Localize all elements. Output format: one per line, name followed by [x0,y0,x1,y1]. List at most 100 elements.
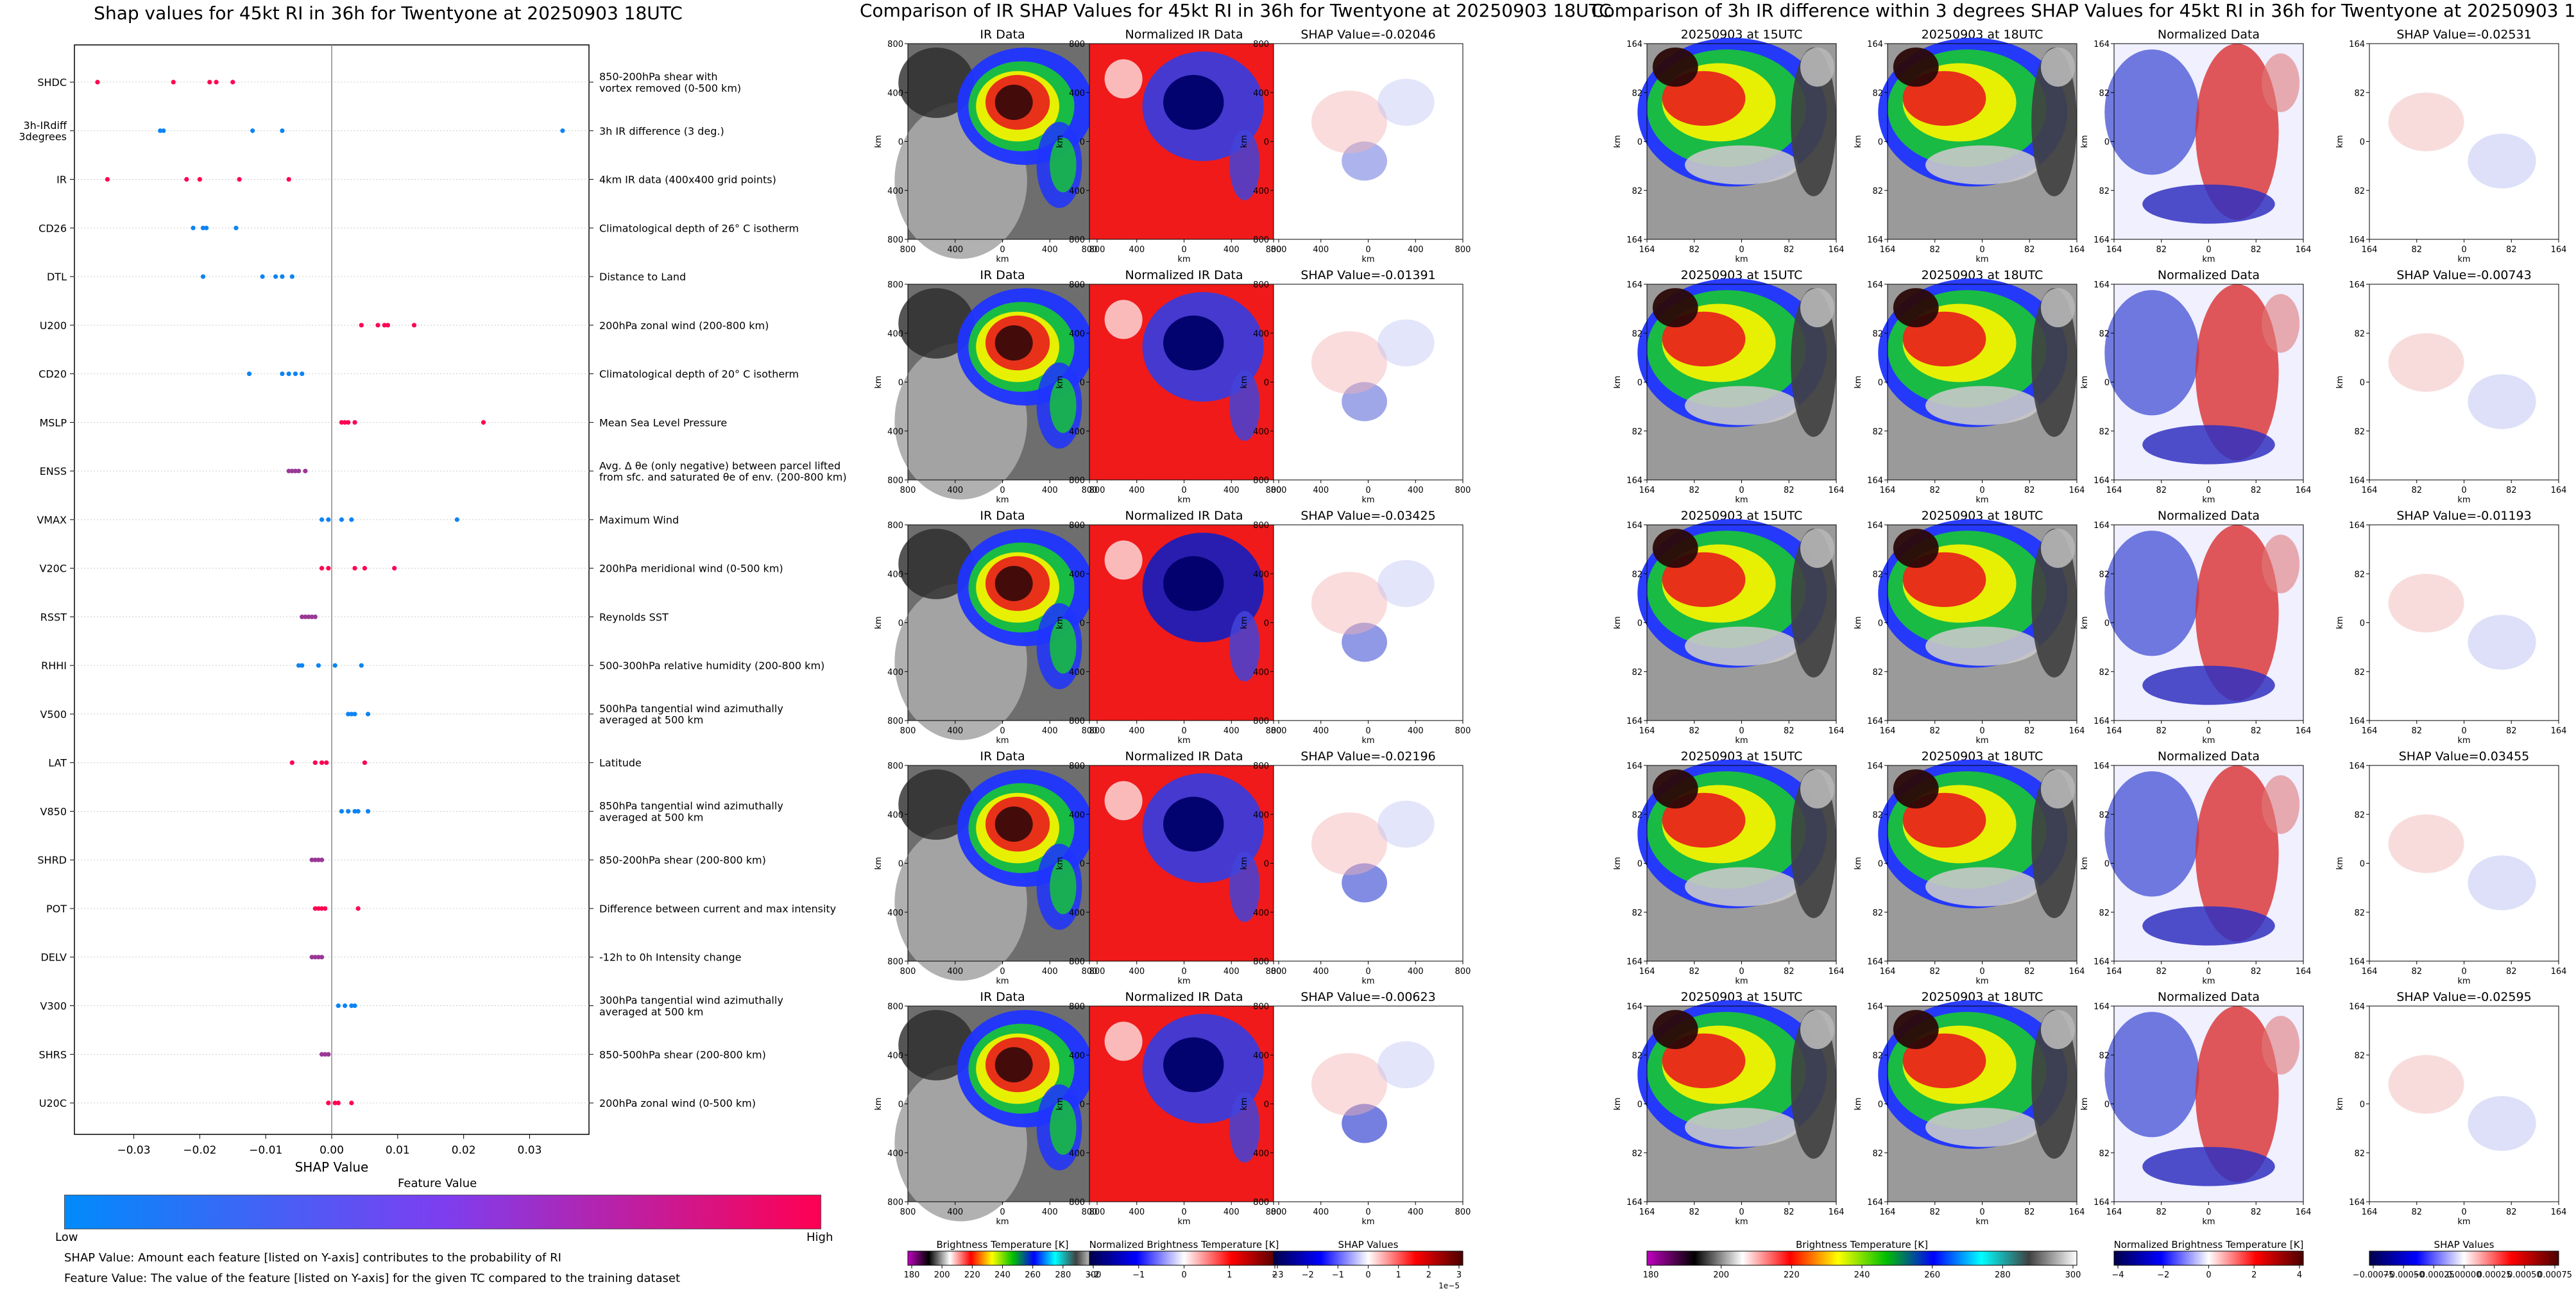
y-tick-label: 82 [2099,89,2110,98]
subplot-title: 20250903 at 15UTC [1681,749,1803,764]
shap-point [280,128,285,133]
field-blob [1791,529,1836,678]
shap-point [214,80,219,85]
y-tick-label: 164 [2094,521,2110,531]
shap-point [336,1100,341,1105]
subplot-title: Normalized IR Data [1125,509,1243,523]
y-tick-label: 164 [1867,40,1883,49]
x-tick-label: 800 [900,967,916,977]
field-blob [1378,319,1435,367]
y-tick-label: 400 [1069,668,1085,678]
field-blob [2031,1010,2077,1159]
y-axis-label: km [1240,857,1249,869]
shap-point [323,1052,328,1057]
x-tick-label: 164 [2069,486,2085,495]
x-tick-label: 400 [1224,486,1240,495]
y-tick-label: 400 [1253,909,1269,918]
feature-description: 500hPa tangential wind azimuthally averag… [599,703,783,726]
strong-negative-region [1163,315,1224,371]
ir-panel-title: Comparison of IR SHAP Values for 45kt RI… [860,0,1612,21]
colorbar-tick-label: 2 [1426,1270,1431,1280]
shap-point [326,517,331,522]
colorbar-tick-label: 0.00000 [2447,1270,2482,1280]
y-tick-label: 82 [2099,329,2110,339]
x-tick-label: 164 [2296,1208,2312,1217]
x-tick-label: 164 [1639,726,1655,736]
shap-value-title: SHAP Value=-0.00743 [2396,268,2531,282]
ir-shap-colorbar [1273,1251,1463,1266]
field-blob [1791,288,1836,437]
x-tick-label: 82 [1689,1208,1700,1217]
x-tick-label: 800 [1271,1208,1287,1217]
field-blob [1050,859,1077,914]
x-tick-label: 800 [1089,1208,1105,1217]
y-axis-label: km [1613,375,1623,388]
y-tick-label: 0 [1637,619,1642,629]
field-blob [1800,529,1835,568]
y-tick-label: 800 [887,521,903,531]
ir-brightness-colorbar-label: Brightness Temperature [K] [937,1239,1069,1251]
feature-description: Reynolds SST [599,611,669,623]
y-tick-label: 164 [2349,762,2365,771]
x-tick-label: 164 [2296,486,2312,495]
y-tick-label: 164 [1867,762,1883,771]
x-tick-label: 0 [1979,967,1984,977]
y-tick-label: 400 [887,329,903,339]
colorbar-tick-label: 1 [1396,1270,1401,1280]
field-blob [1685,626,1798,666]
x-tick-label: 400 [1224,1208,1240,1217]
subplot-title: Normalized IR Data [1125,749,1243,764]
x-tick-label: 164 [1639,486,1655,495]
y-tick-label: 82 [1632,427,1642,437]
x-tick-label: 82 [2411,1208,2422,1217]
shap-point [200,225,206,230]
ir-brightness-colorbar [907,1251,1098,1266]
cold-cloud-core [994,325,1033,361]
y-tick-label: 0 [2360,138,2365,148]
field-blob [1229,1092,1260,1163]
y-tick-label: 164 [2094,1198,2110,1208]
shap-background [1274,765,1463,961]
x-tick-label: 800 [1455,726,1471,736]
shap-point [296,663,302,668]
y-tick-label: 400 [887,570,903,579]
field-blob [1685,1107,1798,1147]
colorbar-tick-label: 0 [1365,1270,1370,1280]
y-tick-label: 0 [2360,619,2365,629]
x-tick-label: 400 [1408,245,1424,255]
y-tick-label: 164 [1626,280,1642,290]
x-tick-label: 800 [1271,726,1287,736]
x-tick-label: 164 [1639,245,1655,255]
x-tick-label: 82 [2024,1208,2035,1217]
x-tick-label: 164 [1639,967,1655,977]
shap-point [326,1052,331,1057]
colorbar-title: Feature Value [398,1177,477,1190]
x-tick-label: 800 [1082,486,1098,495]
feature-description: 850-200hPa shear (200-800 km) [599,854,766,866]
x-axis-label: km [1735,495,1748,505]
x-tick-label: 164 [1829,245,1845,255]
colorbar-low-label: Low [55,1231,78,1244]
y-tick-label: 82 [1872,427,1883,437]
x-tick-label: 82 [1929,245,1940,255]
x-tick-label: 82 [2156,726,2167,736]
field-blob [1050,378,1077,433]
x-tick-label: 164 [2106,245,2122,255]
irdiff-image-grid: 20250903 at 15UTC 164 82 0 82 164 164 82 0 82 164 k… [1613,28,2572,1280]
field-blob [1229,130,1260,200]
x-axis-label: km [2202,736,2215,746]
cloud-core [1652,288,1698,328]
shap-point [352,712,357,717]
field-blob [1050,137,1077,192]
cold-cloud-core [994,807,1033,842]
shap-point [171,80,176,85]
shap-point [365,808,371,814]
